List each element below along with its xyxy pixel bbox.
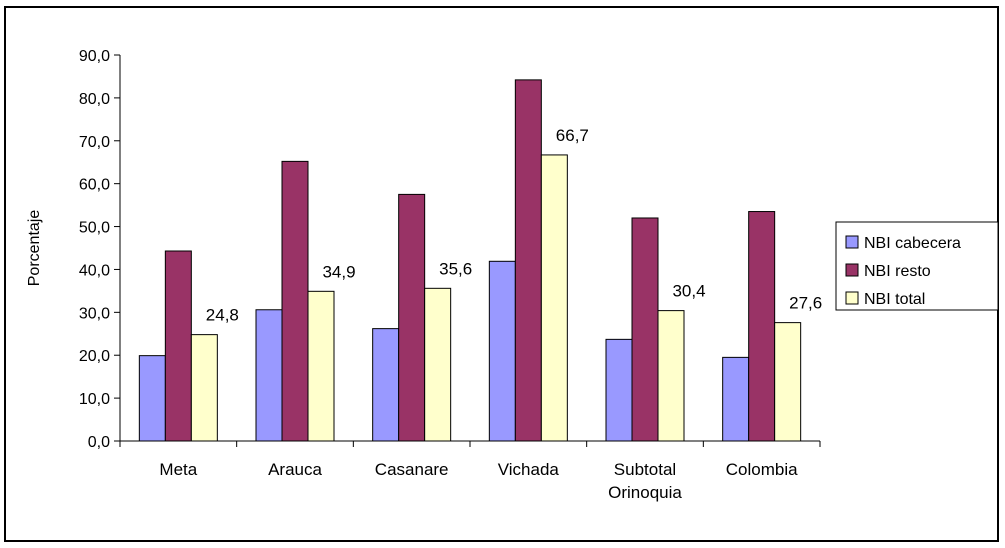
- bar-nbi-cabecera: [605, 338, 633, 442]
- x-tick-label: Colombia: [726, 460, 798, 479]
- legend-label: NBI resto: [864, 263, 931, 280]
- legend-swatch: [845, 291, 859, 305]
- y-tick-label: 20,0: [79, 348, 110, 365]
- data-label: 30,4: [672, 282, 705, 301]
- plot-area: 0,0 10,0 20,0 30,0 40,0 50,0 60,0 70,0 80,0 90,0 2…: [79, 48, 822, 502]
- bar-nbi-resto: [748, 211, 776, 442]
- data-label: 34,9: [322, 262, 355, 281]
- bar-nbi-total: [657, 310, 685, 442]
- bar-nbi-resto: [631, 217, 659, 442]
- y-tick-label: 30,0: [79, 305, 110, 322]
- bar-nbi-cabecera: [138, 355, 166, 442]
- x-tick-label: Arauca: [268, 460, 322, 479]
- bar-nbi-cabecera: [255, 309, 283, 442]
- bar-nbi-total: [307, 290, 335, 442]
- y-tick-label: 10,0: [79, 391, 110, 408]
- y-tick-label: 50,0: [79, 220, 110, 237]
- legend: NBI cabecera NBI resto NBI total: [835, 221, 999, 311]
- legend-label: NBI total: [864, 291, 925, 308]
- bar-nbi-total: [190, 334, 218, 442]
- legend-label: NBI cabecera: [864, 235, 961, 252]
- legend-swatch: [845, 235, 859, 249]
- data-label: 35,6: [439, 259, 472, 278]
- bar-nbi-cabecera: [372, 328, 400, 442]
- y-tick-label: 60,0: [79, 177, 110, 194]
- bar-nbi-resto: [281, 160, 309, 442]
- y-axis-label: Porcentaje: [26, 210, 43, 287]
- bar-nbi-cabecera: [722, 356, 750, 442]
- y-tick-label: 0,0: [88, 434, 110, 451]
- x-tick-label: Casanare: [375, 460, 449, 479]
- bar-nbi-total: [540, 154, 568, 442]
- legend-swatch: [845, 263, 859, 277]
- data-label: 66,7: [556, 126, 589, 145]
- bar-nbi-total: [424, 287, 452, 442]
- bar-nbi-resto: [164, 250, 192, 442]
- bar-nbi-total: [774, 322, 802, 442]
- bar-nbi-resto: [514, 79, 542, 442]
- bar-nbi-resto: [398, 193, 426, 442]
- x-tick-label: Meta: [159, 460, 197, 479]
- y-tick-label: 70,0: [79, 134, 110, 151]
- x-tick-label: Vichada: [498, 460, 560, 479]
- y-tick-label: 40,0: [79, 262, 110, 279]
- x-tick-label: Orinoquia: [608, 483, 682, 502]
- x-tick-label: Subtotal: [614, 460, 676, 479]
- y-tick-label: 90,0: [79, 48, 110, 65]
- y-tick-label: 80,0: [79, 91, 110, 108]
- data-label: 24,8: [206, 306, 239, 325]
- bar-nbi-cabecera: [488, 260, 516, 442]
- data-label: 27,6: [789, 294, 822, 313]
- legend-box: [835, 221, 999, 311]
